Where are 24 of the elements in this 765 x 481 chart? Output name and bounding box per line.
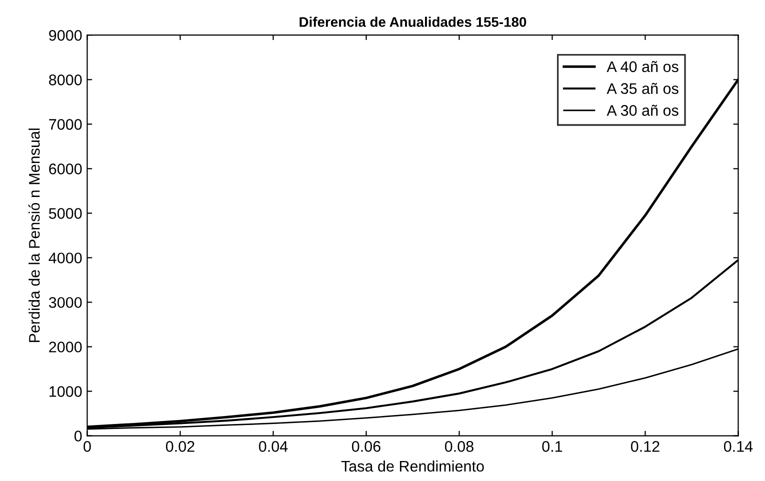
x-tick-label: 0.04 <box>258 441 288 452</box>
y-tick-label: 5000 <box>48 208 82 219</box>
y-tick-label: 8000 <box>49 74 82 86</box>
x-tick-label: 0.14 <box>724 441 753 452</box>
y-tick-label: 6000 <box>49 164 82 174</box>
x-tick-label: 0.02 <box>166 441 194 452</box>
y-axis-title: Perdida de la Pensió n Mensual <box>28 128 40 342</box>
x-tick-label: 0.12 <box>630 441 660 452</box>
x-tick-label: 0 <box>84 441 91 452</box>
x-tick-label: 0.06 <box>352 441 380 452</box>
x-axis-title: Tasa de Rendimiento <box>341 460 484 472</box>
x-tick-label: 0.08 <box>444 441 474 452</box>
y-tick-label: 1000 <box>50 386 82 397</box>
y-tick-label: 2000 <box>49 342 82 352</box>
y-tick-label: 4000 <box>48 252 82 264</box>
chart-title: Diferencia de Anualidades 155-180 <box>300 16 526 27</box>
y-tick-label: 9000 <box>49 30 82 41</box>
legend-label: A 35 añ os <box>606 82 678 94</box>
legend-label: A 40 añ os <box>606 60 678 72</box>
y-tick-label: 3000 <box>48 297 82 308</box>
x-tick-label: 0.1 <box>542 441 562 452</box>
y-tick-label: 7000 <box>49 119 82 130</box>
y-tick-label: 0 <box>74 430 82 442</box>
legend-label: A 30 añ os <box>606 104 678 116</box>
